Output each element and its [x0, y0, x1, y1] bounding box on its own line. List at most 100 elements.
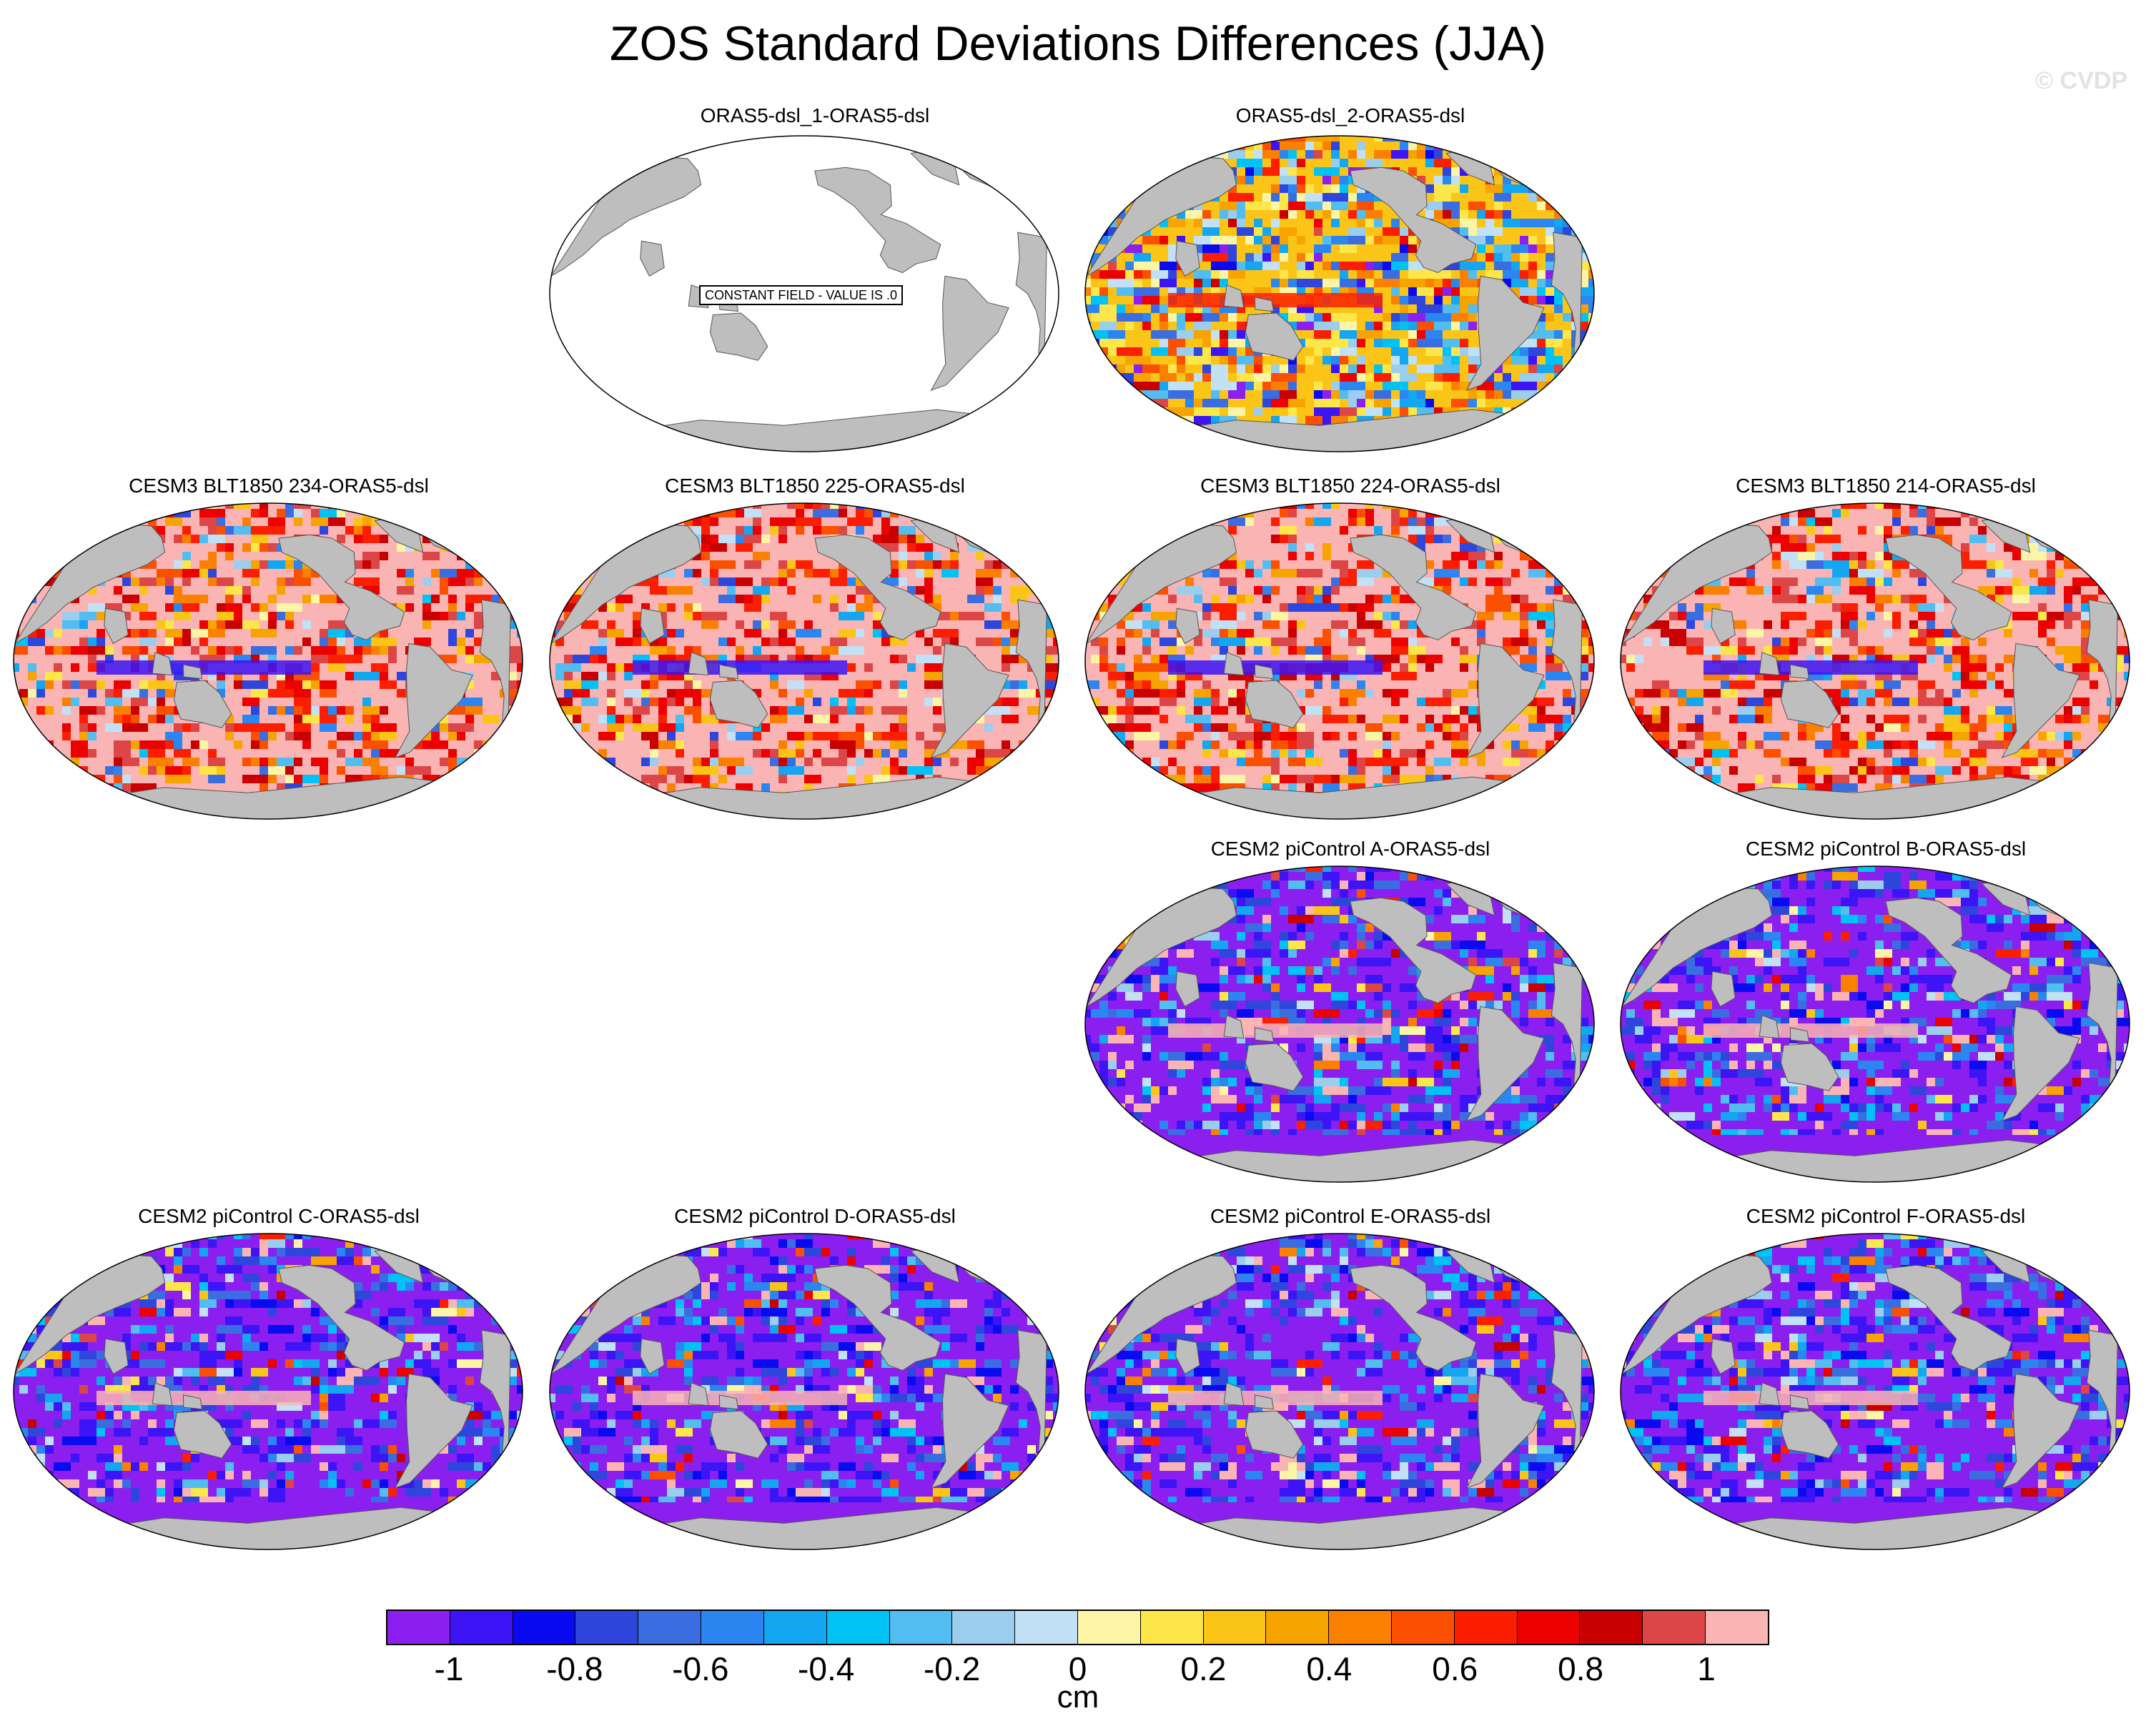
map-border: [1620, 502, 2130, 820]
landmass: [640, 240, 665, 277]
landmass: [1254, 664, 1275, 680]
landmass: [1621, 886, 1773, 1007]
landmass: [278, 534, 405, 641]
landmass: [1223, 1015, 1245, 1039]
landmass: [814, 534, 941, 641]
landmass: [1175, 607, 1200, 645]
landmass: [182, 664, 203, 680]
colorbar-swatch-8: [826, 1611, 890, 1644]
map-border: [549, 1233, 1059, 1550]
landmass: [104, 1338, 129, 1375]
panel-title-10: CESM2 piControl D-ORAS5-dsl: [674, 1205, 956, 1227]
panel-title-6: CESM3 BLT1850 214-ORAS5-dsl: [1736, 475, 2036, 497]
landmass: [1465, 1006, 1545, 1122]
colorbar-tick-label: -1: [434, 1650, 464, 1687]
colorbar-swatch-17: [1392, 1611, 1455, 1644]
colorbar-swatch-3: [513, 1611, 576, 1644]
landmass: [550, 523, 702, 644]
landmass: [182, 1394, 203, 1410]
landmass: [1223, 1382, 1245, 1407]
colorbar-swatch-18: [1454, 1611, 1518, 1644]
landmass: [1465, 1373, 1545, 1489]
landmass: [814, 1264, 941, 1372]
landmass: [1086, 156, 1237, 277]
landmass: [14, 523, 166, 644]
panel-title-11: CESM2 piControl E-ORAS5-dsl: [1210, 1205, 1491, 1227]
landmass: [2086, 1329, 2118, 1454]
map-panel-1: [549, 135, 1059, 452]
landmass: [1254, 297, 1275, 312]
landmass: [1759, 1015, 1780, 1039]
map-panel-10: [549, 1233, 1059, 1550]
landmass: [1759, 652, 1780, 676]
landmass: [1885, 897, 2012, 1004]
landmass: [688, 1382, 709, 1407]
landmass: [1885, 534, 2012, 641]
landmass: [1621, 1254, 1773, 1374]
panel-title-2: ORAS5-dsl_2-ORAS5-dsl: [1235, 104, 1465, 127]
landmass: [1759, 1382, 1780, 1407]
landmass: [640, 1338, 665, 1375]
colorbar-tick-label: 0.8: [1558, 1650, 1604, 1687]
map-panel-12: [1620, 1233, 2130, 1550]
colorbar-swatch-5: [638, 1611, 702, 1644]
figure-title: ZOS Standard Deviations Differences (JJA…: [609, 16, 1547, 71]
landmass: [1780, 680, 1839, 728]
landmass: [1245, 680, 1304, 728]
landmass: [278, 1264, 405, 1372]
landmass: [1254, 1027, 1275, 1043]
panel-title-12: CESM2 piControl F-ORAS5-dsl: [1746, 1205, 2026, 1227]
landmass: [930, 1373, 1009, 1489]
landmass: [1015, 1329, 1047, 1454]
landmass: [1175, 1338, 1200, 1375]
landmass: [479, 1329, 511, 1454]
colorbar-swatch-6: [701, 1611, 764, 1644]
landmass: [709, 312, 768, 361]
map-border: [1084, 1233, 1595, 1550]
landmass: [1465, 643, 1545, 759]
colorbar-swatch-4: [575, 1611, 639, 1644]
map-panel-11: [1084, 1233, 1595, 1550]
landmass: [1711, 971, 1736, 1008]
constant-field-label: CONSTANT FIELD - VALUE IS .0: [699, 285, 904, 305]
map-panel-2: [1084, 135, 1595, 452]
landmass: [173, 680, 232, 728]
landmass: [14, 1254, 166, 1374]
map-panel-3: [13, 502, 523, 820]
landmass: [1885, 1264, 2012, 1372]
colorbar-swatch-21: [1643, 1611, 1706, 1644]
colorbar-swatch-13: [1140, 1611, 1204, 1644]
colorbar-tick-label: -0.8: [546, 1650, 603, 1687]
landmass: [1711, 1338, 1736, 1375]
landmass: [173, 1410, 232, 1459]
landmass: [1350, 167, 1477, 274]
landmass: [1350, 534, 1477, 641]
landmass: [1789, 1394, 1810, 1410]
landmass: [1350, 1264, 1477, 1372]
landmass: [709, 680, 768, 728]
landmass: [2086, 599, 2118, 723]
landmass: [930, 275, 1009, 392]
landmass: [1086, 1254, 1237, 1374]
landmass: [930, 643, 1009, 759]
colorbar-tick-label: -0.4: [798, 1650, 855, 1687]
landmass: [1086, 886, 1237, 1007]
landmass: [1780, 1043, 1839, 1091]
landmass: [2086, 962, 2118, 1086]
colorbar: [386, 1610, 1769, 1645]
colorbar-tick-label: -0.6: [672, 1650, 729, 1687]
colorbar-swatch-11: [1015, 1611, 1078, 1644]
landmass: [1551, 1329, 1583, 1454]
landmass: [1551, 599, 1583, 723]
landmass: [550, 1254, 702, 1374]
landmass: [1015, 232, 1047, 356]
landmass: [1789, 1027, 1810, 1043]
landmass: [1086, 523, 1237, 644]
map-border: [1620, 1233, 2130, 1550]
colorbar-swatch-9: [889, 1611, 953, 1644]
landmass: [718, 1394, 739, 1410]
map-panel-7: [1084, 866, 1595, 1183]
map-panel-5: [1084, 502, 1595, 820]
landmass: [1780, 1410, 1839, 1459]
colorbar-tick-label: 1: [1697, 1650, 1716, 1687]
